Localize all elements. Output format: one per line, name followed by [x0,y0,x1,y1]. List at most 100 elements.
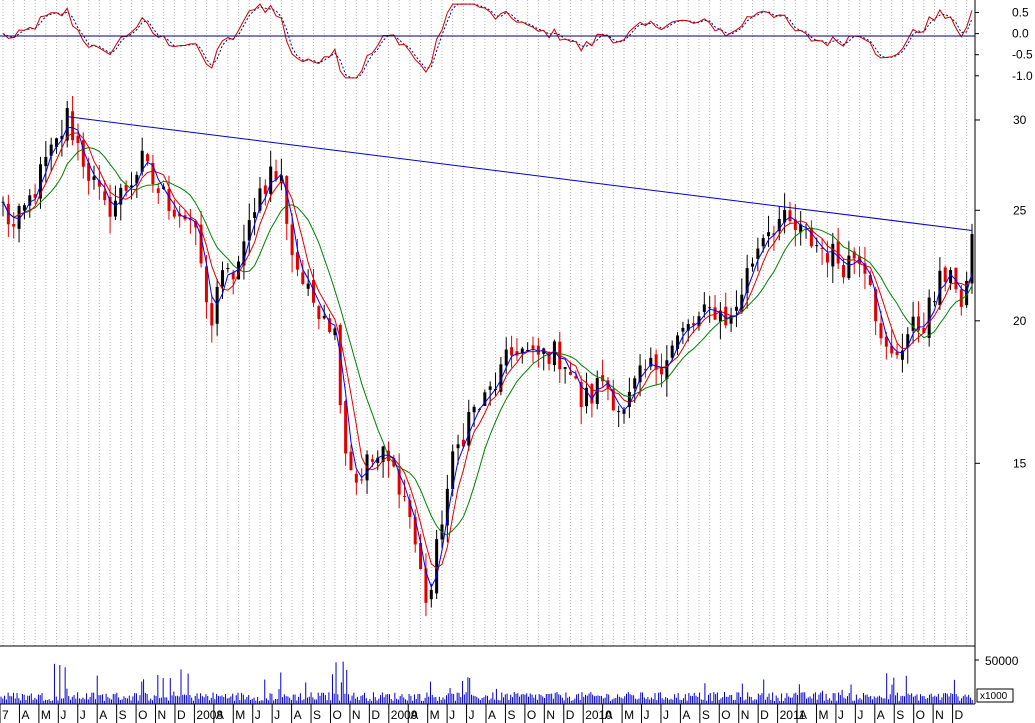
month-label: A [99,708,107,722]
candle-body [33,194,37,198]
candle-body [965,280,969,306]
candle-body [809,227,813,247]
candle-body [38,164,42,199]
candle-body [312,280,316,303]
candle-body [328,318,332,333]
candle-body [156,188,160,193]
month-label: A [21,708,29,722]
candle-body [429,589,433,600]
candle-body [146,154,150,162]
volume-unit-box [976,688,1014,703]
candle-body [783,209,787,223]
candle-body [76,135,80,144]
month-label: J [449,708,455,722]
candle-body [906,334,910,348]
candle-body [488,386,492,390]
month-label: A [682,708,690,722]
candle-body [884,336,888,347]
candle-body [718,310,722,322]
candle-body [552,341,556,366]
month-label: 2010 [585,708,612,722]
month-label: O [527,708,536,722]
candle-body [622,409,626,414]
moving-average-short [2,126,973,589]
month-label: J [255,708,261,722]
candle-body [852,251,856,259]
candle-body [204,266,208,303]
month-label: S [313,708,321,722]
volume-tick-label: 50000 [985,654,1019,668]
candle-body [751,263,755,267]
candle-body [499,364,503,392]
candle-body [681,327,685,332]
oscillator-line [2,3,973,79]
candle-body [825,253,829,263]
candle-body [124,184,128,191]
candle-body [253,212,257,218]
candle-body [129,185,133,188]
oscillator-tick-label: 0.5 [1012,6,1029,20]
month-label: N [352,708,361,722]
candle-body [424,568,428,603]
candle-body [729,315,733,324]
candle-body [638,365,642,383]
candle-body [167,189,171,211]
price-tick-label: 25 [1013,203,1027,217]
candle-body [269,166,273,194]
candle-body [708,307,712,309]
candle-body [55,138,59,147]
month-label: J [838,708,844,722]
month-label: J [80,708,86,722]
month-label: 2009 [391,708,418,722]
candle-body [799,224,803,233]
oscillator-tick-label: 0.0 [1012,27,1029,41]
month-label: M [235,708,245,722]
candle-body [772,233,776,236]
candle-body [28,195,32,206]
candle-body [740,294,744,312]
candle-body [916,316,920,331]
candle-body [242,241,246,266]
candle-body [119,187,123,205]
candle-body [670,345,674,358]
candle-body [900,350,904,360]
candle-body [890,345,894,354]
month-label: A [605,708,613,722]
month-label: J [644,708,650,722]
price-tick-label: 20 [1013,314,1027,328]
candle-body [81,140,85,167]
month-label: J [469,708,475,722]
candle-body [237,261,241,280]
candle-body [290,224,294,256]
candle-body [954,267,958,290]
candle-body [370,459,374,462]
candle-body [306,283,310,289]
candle-body [188,218,192,221]
candle-body [12,224,16,227]
candle-body [140,150,144,172]
month-label: N [935,708,944,722]
trendline [67,116,973,231]
candle-body [413,517,417,545]
month-label: O [916,708,925,722]
month-label: M [624,708,634,722]
candle-body [568,371,572,375]
month-label: N [546,708,555,722]
candle-body [959,289,963,307]
candle-body [820,248,824,250]
candle-body [863,263,867,274]
candle-body [745,268,749,294]
month-label: A [877,708,885,722]
candle-body [360,479,364,481]
candle-body [504,349,508,366]
candle-body [65,108,69,141]
month-label: A [488,708,496,722]
candle-body [301,272,305,285]
month-label: J [857,708,863,722]
month-label: S [507,708,515,722]
candle-body [210,303,214,326]
month-label: D [566,708,575,722]
oscillator-tick-label: -1.0 [1012,69,1033,83]
candle-body [526,349,530,351]
candle-body [933,301,937,303]
